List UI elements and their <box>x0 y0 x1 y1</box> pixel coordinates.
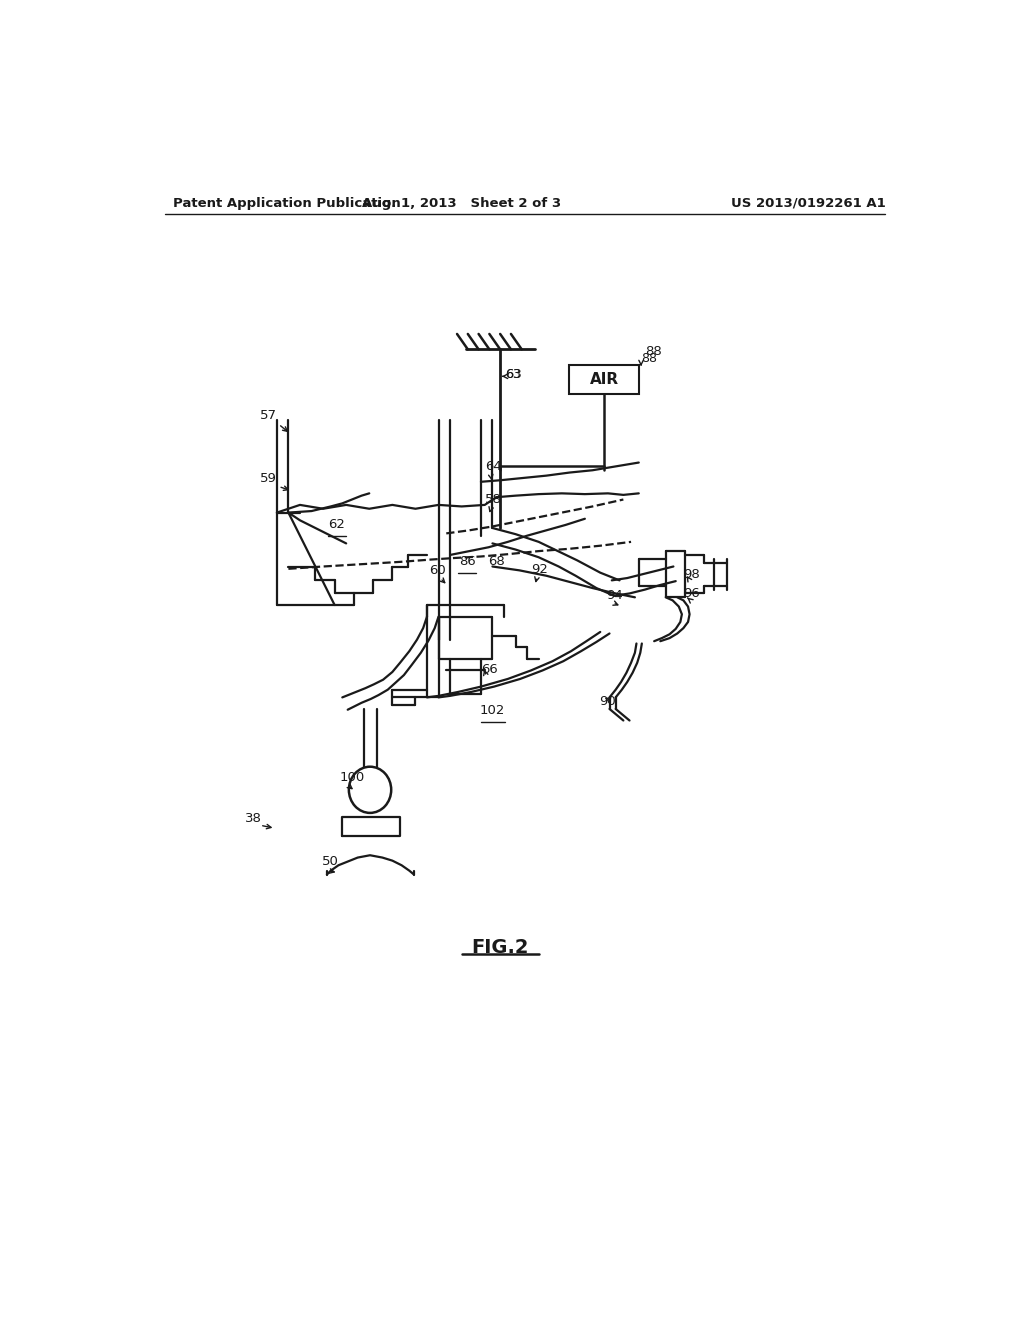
Text: 60: 60 <box>429 564 446 577</box>
Text: 58: 58 <box>484 494 502 507</box>
Text: 92: 92 <box>531 562 548 576</box>
Text: Aug. 1, 2013   Sheet 2 of 3: Aug. 1, 2013 Sheet 2 of 3 <box>362 197 561 210</box>
Text: 57: 57 <box>260 409 276 421</box>
Text: 38: 38 <box>245 812 261 825</box>
Text: 94: 94 <box>606 589 624 602</box>
Text: AIR: AIR <box>590 372 618 387</box>
Text: 64: 64 <box>484 461 502 474</box>
Text: 66: 66 <box>481 663 498 676</box>
Text: US 2013/0192261 A1: US 2013/0192261 A1 <box>731 197 886 210</box>
Text: 59: 59 <box>260 471 276 484</box>
Bar <box>569 364 639 395</box>
Text: 102: 102 <box>480 705 505 717</box>
Text: FIG.2: FIG.2 <box>471 939 529 957</box>
Text: 96: 96 <box>683 587 700 601</box>
Text: 86: 86 <box>459 554 475 568</box>
Text: 100: 100 <box>340 771 366 784</box>
Text: 88: 88 <box>641 352 657 366</box>
Text: 68: 68 <box>488 554 506 568</box>
Text: 88: 88 <box>645 345 662 358</box>
Text: 62: 62 <box>329 517 345 531</box>
Text: Patent Application Publication: Patent Application Publication <box>173 197 400 210</box>
Text: 98: 98 <box>683 568 700 581</box>
Text: 63: 63 <box>506 368 522 381</box>
Ellipse shape <box>349 767 391 813</box>
Text: 50: 50 <box>322 855 338 869</box>
Text: 63: 63 <box>506 367 521 380</box>
Text: 90: 90 <box>599 696 615 708</box>
